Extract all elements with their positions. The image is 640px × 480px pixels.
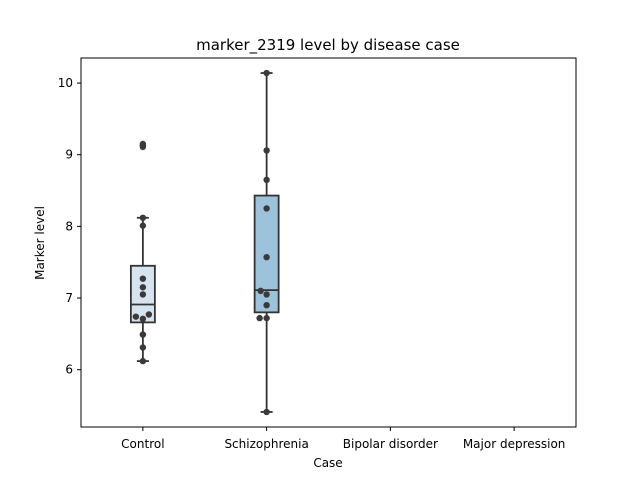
data-point <box>263 205 270 212</box>
data-point <box>263 253 270 261</box>
data-point <box>257 287 264 295</box>
y-tick-label: 9 <box>65 148 73 162</box>
data-point <box>139 214 147 221</box>
x-tick-label: Control <box>121 437 164 451</box>
data-point <box>132 313 140 320</box>
data-point <box>139 222 147 229</box>
data-point <box>139 315 147 323</box>
data-point <box>139 291 147 298</box>
data-point <box>263 69 270 77</box>
plot-area <box>129 69 280 416</box>
data-point <box>139 357 147 365</box>
y-tick-label: 10 <box>58 76 73 90</box>
data-point <box>139 140 147 148</box>
data-point <box>263 314 270 322</box>
y-tick-label: 7 <box>65 291 73 305</box>
data-point <box>263 301 270 309</box>
plot-frame <box>80 57 577 428</box>
box-group <box>253 69 280 416</box>
data-point <box>139 344 147 351</box>
chart-title: marker_2319 level by disease case <box>196 36 460 55</box>
y-axis-ticks: 6 7 8 9 10 <box>58 76 81 377</box>
data-point <box>256 314 263 322</box>
data-point <box>263 176 270 184</box>
x-tick-label: Schizophrenia <box>224 437 308 451</box>
data-point <box>145 311 153 318</box>
x-axis-label: Case <box>313 456 342 470</box>
y-axis-label: Marker level <box>33 206 47 280</box>
data-point <box>263 408 270 416</box>
x-axis-ticks: Control Schizophrenia Bipolar disorder Majo… <box>121 427 565 451</box>
x-tick-label: Major depression <box>463 437 566 451</box>
data-point <box>139 275 147 282</box>
y-tick-label: 6 <box>65 363 73 377</box>
x-tick-label: Bipolar disorder <box>343 437 438 451</box>
data-point <box>263 291 270 298</box>
data-point <box>263 147 270 154</box>
data-point <box>139 331 147 338</box>
y-tick-label: 8 <box>65 219 73 233</box>
data-point <box>139 284 147 291</box>
box-group <box>129 140 156 365</box>
